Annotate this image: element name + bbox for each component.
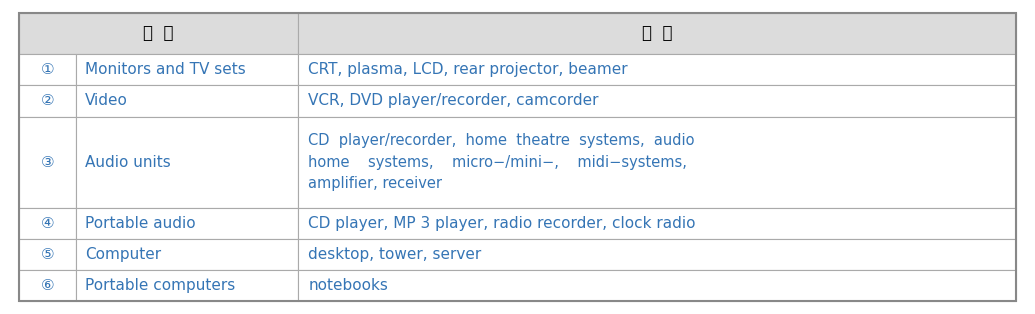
Text: VCR, DVD player/recorder, camcorder: VCR, DVD player/recorder, camcorder xyxy=(308,94,599,108)
Text: ⑤: ⑤ xyxy=(40,247,55,263)
Bar xyxy=(19,270,77,301)
Bar xyxy=(298,85,1016,116)
Text: desktop, tower, server: desktop, tower, server xyxy=(308,247,481,263)
Text: notebooks: notebooks xyxy=(308,279,388,293)
Bar xyxy=(19,54,77,85)
Bar xyxy=(19,85,77,116)
Bar xyxy=(77,116,298,208)
Text: ①: ① xyxy=(40,62,55,78)
Text: Video: Video xyxy=(85,94,127,108)
Text: CRT, plasma, LCD, rear projector, beamer: CRT, plasma, LCD, rear projector, beamer xyxy=(308,62,628,78)
Text: ④: ④ xyxy=(40,216,55,231)
Bar xyxy=(298,116,1016,208)
Text: CD  player/recorder,  home  theatre  systems,  audio
home    systems,    micro−/: CD player/recorder, home theatre systems… xyxy=(308,133,694,192)
Text: 품  목: 품 목 xyxy=(642,24,673,42)
Bar xyxy=(298,208,1016,239)
Bar xyxy=(77,54,298,85)
Text: Computer: Computer xyxy=(85,247,160,263)
Text: Audio units: Audio units xyxy=(85,155,171,170)
Text: ⑥: ⑥ xyxy=(40,279,55,293)
Text: CD player, MP 3 player, radio recorder, clock radio: CD player, MP 3 player, radio recorder, … xyxy=(308,216,696,231)
Bar xyxy=(298,13,1016,54)
Text: ③: ③ xyxy=(40,155,55,170)
Bar xyxy=(19,13,298,54)
Text: Monitors and TV sets: Monitors and TV sets xyxy=(85,62,245,78)
Bar xyxy=(77,85,298,116)
Text: ②: ② xyxy=(40,94,55,108)
Text: Portable audio: Portable audio xyxy=(85,216,196,231)
Bar xyxy=(298,270,1016,301)
Bar xyxy=(77,239,298,270)
Bar xyxy=(298,239,1016,270)
Text: 구  분: 구 분 xyxy=(143,24,174,42)
Text: Portable computers: Portable computers xyxy=(85,279,235,293)
Bar xyxy=(19,208,77,239)
Bar xyxy=(298,54,1016,85)
Bar xyxy=(19,239,77,270)
Bar xyxy=(77,208,298,239)
Bar xyxy=(19,116,77,208)
Bar xyxy=(77,270,298,301)
